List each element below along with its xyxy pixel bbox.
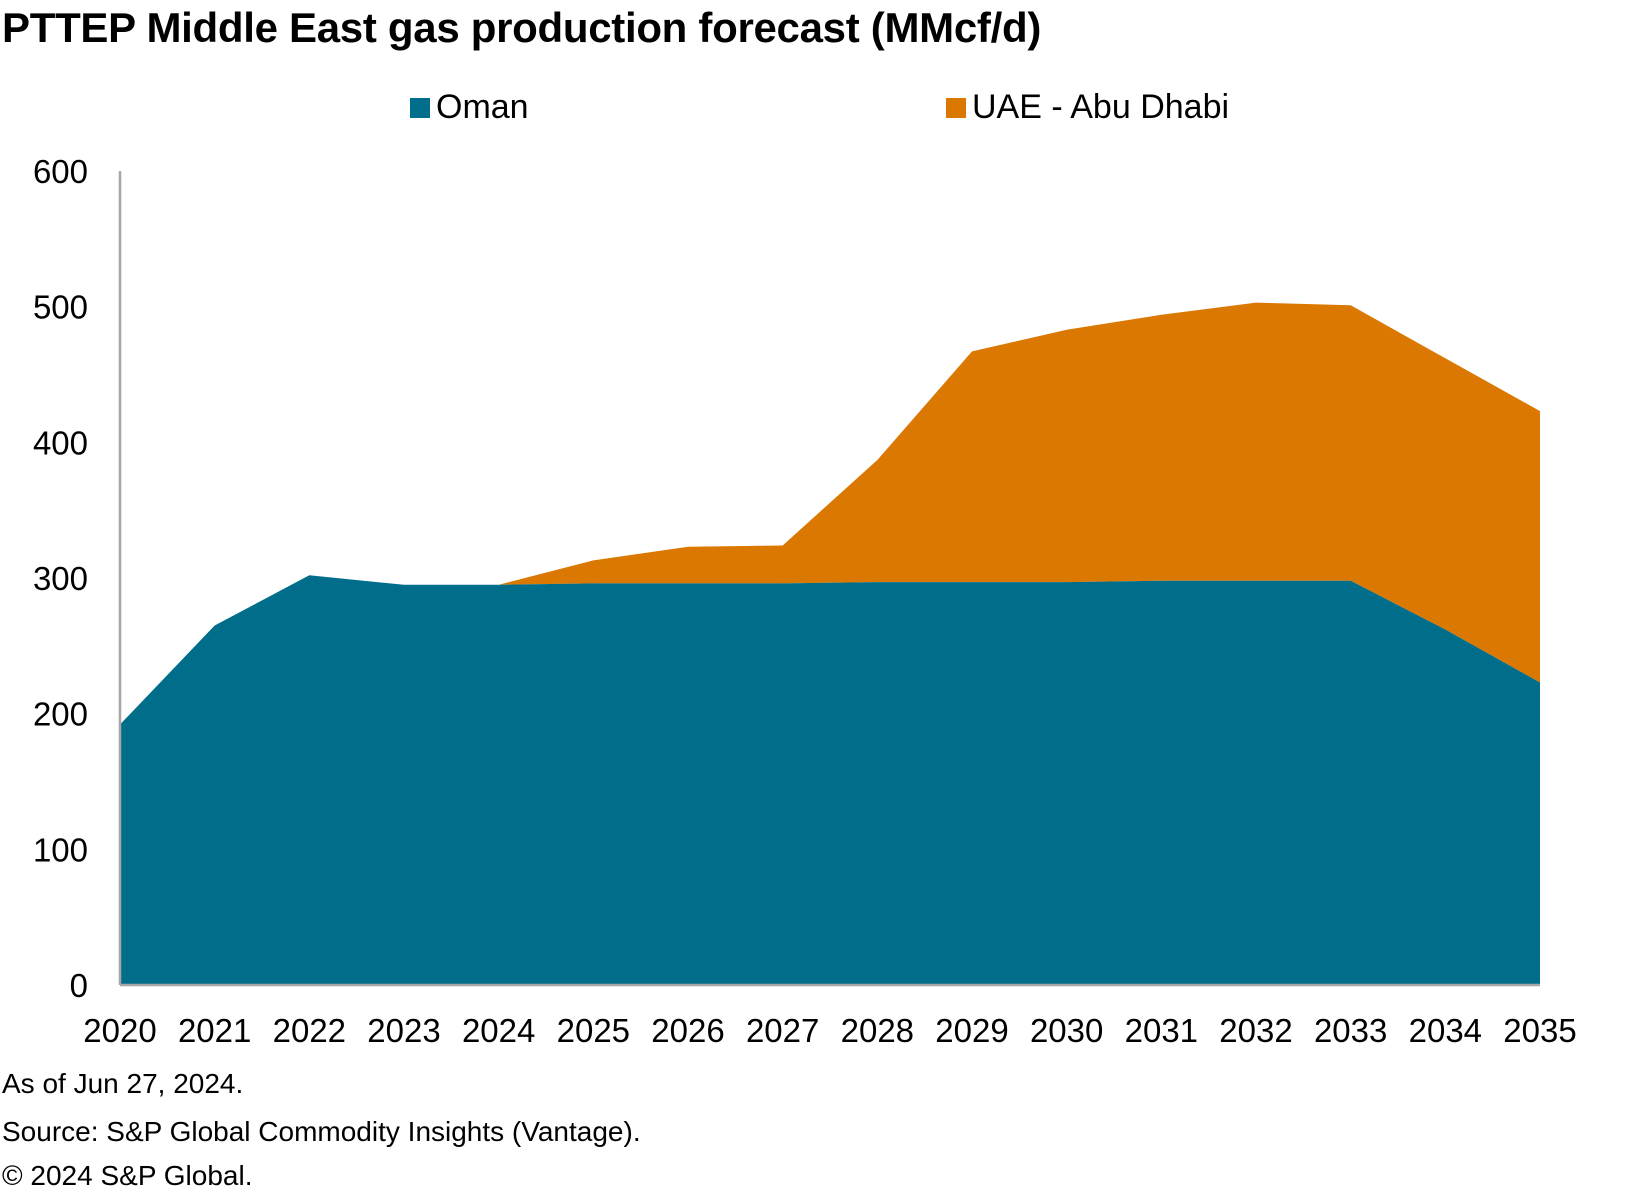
x-tick-label: 2023 (367, 1012, 440, 1049)
footnote-as-of: As of Jun 27, 2024. (2, 1068, 244, 1099)
footnote-copyright: © 2024 S&P Global. (2, 1160, 253, 1191)
legend-item-oman: Oman (410, 88, 529, 127)
x-tick-label: 2030 (1030, 1012, 1103, 1049)
y-tick-label: 500 (33, 289, 88, 326)
x-tick-label: 2033 (1314, 1012, 1387, 1049)
x-tick-label: 2021 (178, 1012, 251, 1049)
x-tick-label: 2029 (935, 1012, 1008, 1049)
area-oman (120, 575, 1540, 985)
x-tick-label: 2027 (746, 1012, 819, 1049)
legend-swatch-uae (946, 97, 966, 118)
x-tick-label: 2024 (462, 1012, 535, 1049)
legend-label-uae: UAE - Abu Dhabi (972, 88, 1230, 126)
x-tick-label: 2022 (273, 1012, 346, 1049)
axes-layer (118, 171, 1540, 987)
y-axis-tick-labels: 0 100 200 300 400 500 600 (33, 153, 88, 1004)
y-tick-label: 200 (33, 696, 88, 733)
legend-swatch-oman (410, 97, 430, 118)
y-tick-label: 0 (70, 967, 88, 1004)
x-tick-label: 2028 (841, 1012, 914, 1049)
chart-title: PTTEP Middle East gas production forecas… (2, 4, 1041, 51)
x-tick-label: 2032 (1219, 1012, 1292, 1049)
x-tick-label: 2020 (83, 1012, 156, 1049)
area-uae-abu-dhabi (120, 302, 1540, 725)
y-tick-label: 400 (33, 424, 88, 461)
y-tick-label: 600 (33, 153, 88, 190)
x-tick-label: 2031 (1125, 1012, 1198, 1049)
footnote-source: Source: S&P Global Commodity Insights (V… (2, 1116, 641, 1147)
x-tick-label: 2025 (557, 1012, 630, 1049)
y-tick-label: 100 (33, 831, 88, 868)
area-layer (120, 302, 1540, 985)
legend-item-uae: UAE - Abu Dhabi (946, 88, 1229, 127)
x-tick-label: 2026 (651, 1012, 724, 1049)
y-tick-label: 300 (33, 560, 88, 597)
x-tick-label: 2034 (1409, 1012, 1482, 1049)
legend-label-oman: Oman (436, 88, 529, 126)
x-tick-label: 2035 (1503, 1012, 1576, 1049)
x-axis-tick-labels: 2020 2021 2022 2023 2024 2025 2026 2027 2028 2029… (83, 1012, 1576, 1049)
